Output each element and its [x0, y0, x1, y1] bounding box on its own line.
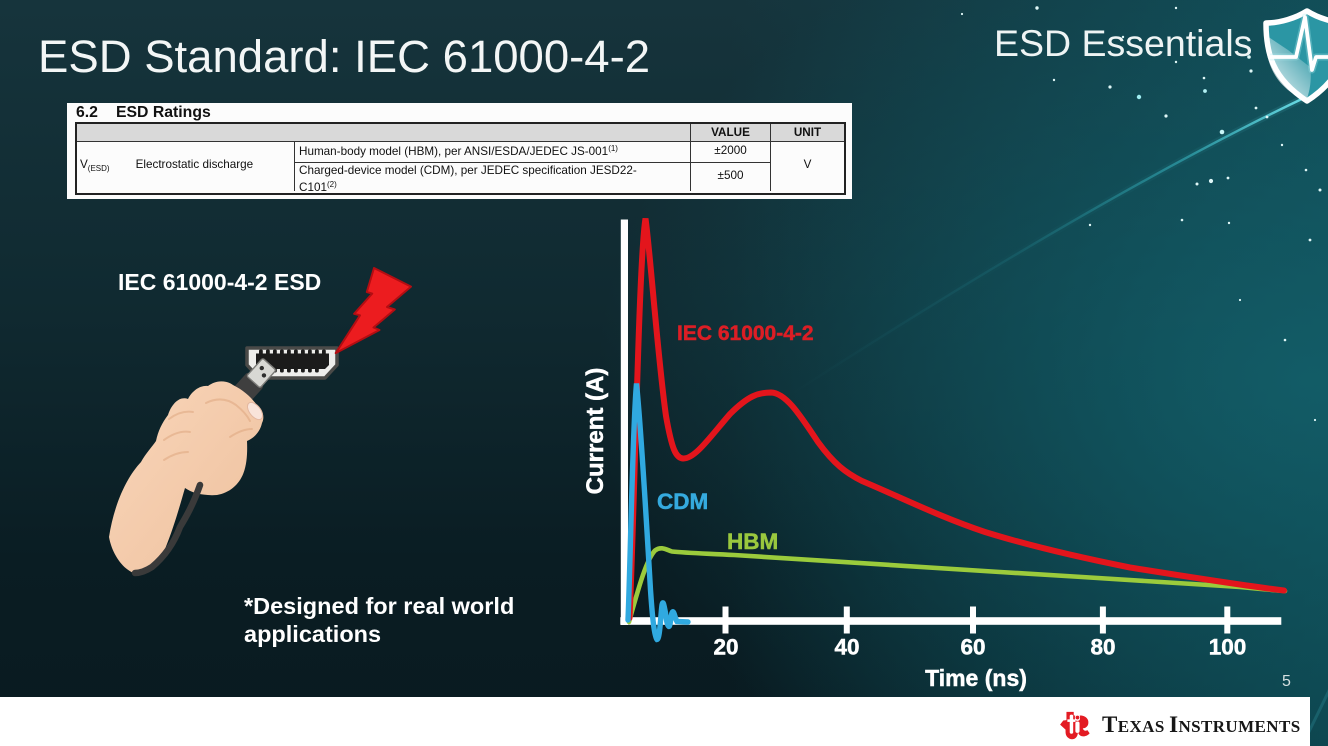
svg-text:40: 40: [834, 635, 859, 660]
svg-text:Time (ns): Time (ns): [925, 665, 1027, 691]
svg-text:CDM: CDM: [657, 489, 708, 514]
svg-text:100: 100: [1209, 635, 1247, 660]
svg-text:20: 20: [713, 635, 738, 660]
svg-text:80: 80: [1090, 635, 1115, 660]
svg-text:HBM: HBM: [727, 529, 778, 554]
svg-text:IEC 61000-4-2: IEC 61000-4-2: [677, 322, 814, 345]
svg-text:Current (A): Current (A): [582, 368, 609, 495]
svg-text:60: 60: [960, 635, 985, 660]
